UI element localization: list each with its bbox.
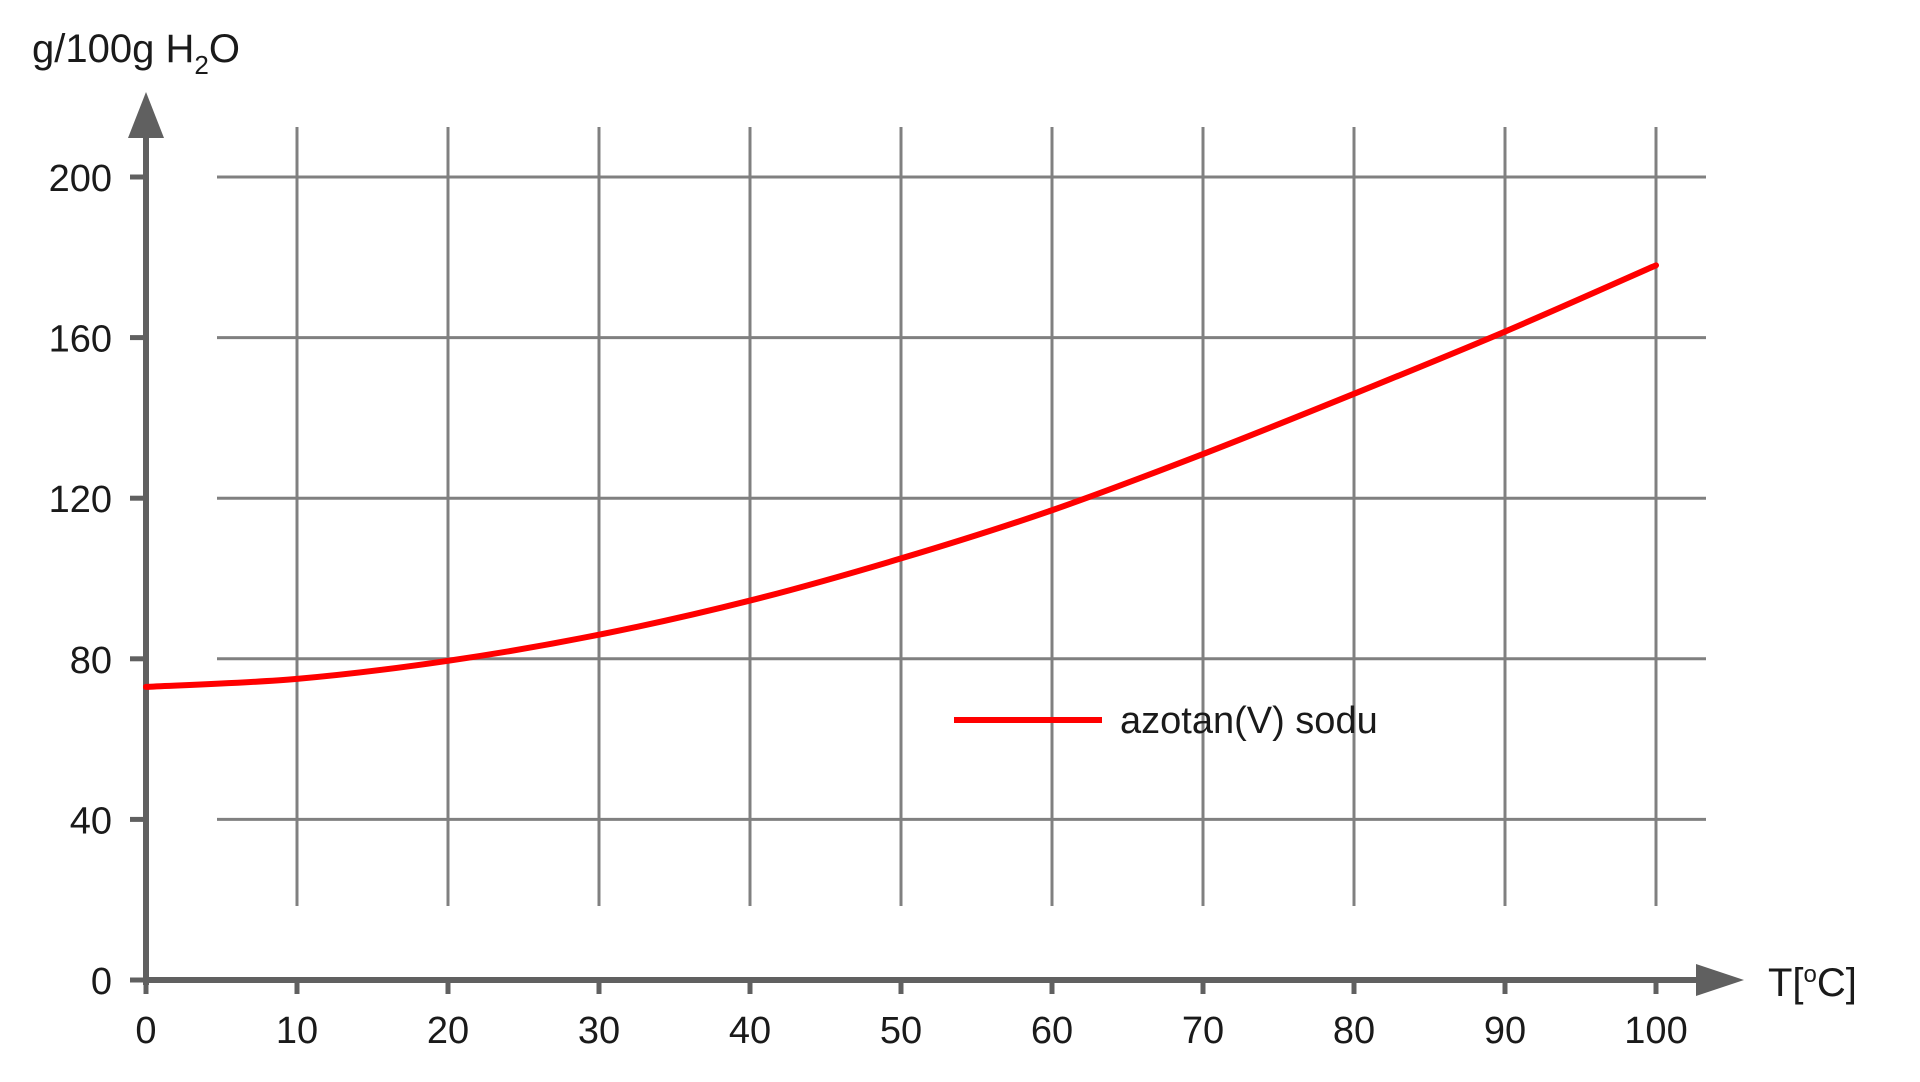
- x-tick-label-50: 50: [880, 1010, 922, 1052]
- y-tick-label-120: 120: [49, 479, 112, 521]
- axes: [128, 92, 1744, 996]
- y-tick-label-80: 80: [70, 640, 112, 682]
- x-tick-label-70: 70: [1182, 1010, 1224, 1052]
- y-tick-label-40: 40: [70, 800, 112, 842]
- labels: g/100g H2O T[oC] 0 10 20 30 40 50 60 70 80 90 100 0…: [32, 27, 1857, 1052]
- legend-label: azotan(V) sodu: [1120, 700, 1378, 742]
- series-line-0: [143, 262, 1659, 690]
- y-axis-arrow: [128, 92, 164, 138]
- y-tick-label-160: 160: [49, 319, 112, 361]
- legend: azotan(V) sodu: [954, 700, 1378, 742]
- y-axis-title: g/100g H2O: [32, 27, 240, 80]
- x-tick-label-100: 100: [1624, 1010, 1687, 1052]
- series: [143, 262, 1659, 690]
- x-tick-label-90: 90: [1484, 1010, 1526, 1052]
- x-tick-label-30: 30: [578, 1010, 620, 1052]
- grid: [217, 127, 1706, 906]
- y-tick-label-200: 200: [49, 158, 112, 200]
- x-tick-label-60: 60: [1031, 1010, 1073, 1052]
- x-axis-title: T[oC]: [1768, 961, 1857, 1005]
- x-tick-label-20: 20: [427, 1010, 469, 1052]
- x-tick-label-0: 0: [135, 1010, 156, 1052]
- y-tick-label-0: 0: [91, 961, 112, 1003]
- x-tick-label-40: 40: [729, 1010, 771, 1052]
- x-tick-label-10: 10: [276, 1010, 318, 1052]
- x-axis-arrow: [1696, 964, 1744, 996]
- x-tick-label-80: 80: [1333, 1010, 1375, 1052]
